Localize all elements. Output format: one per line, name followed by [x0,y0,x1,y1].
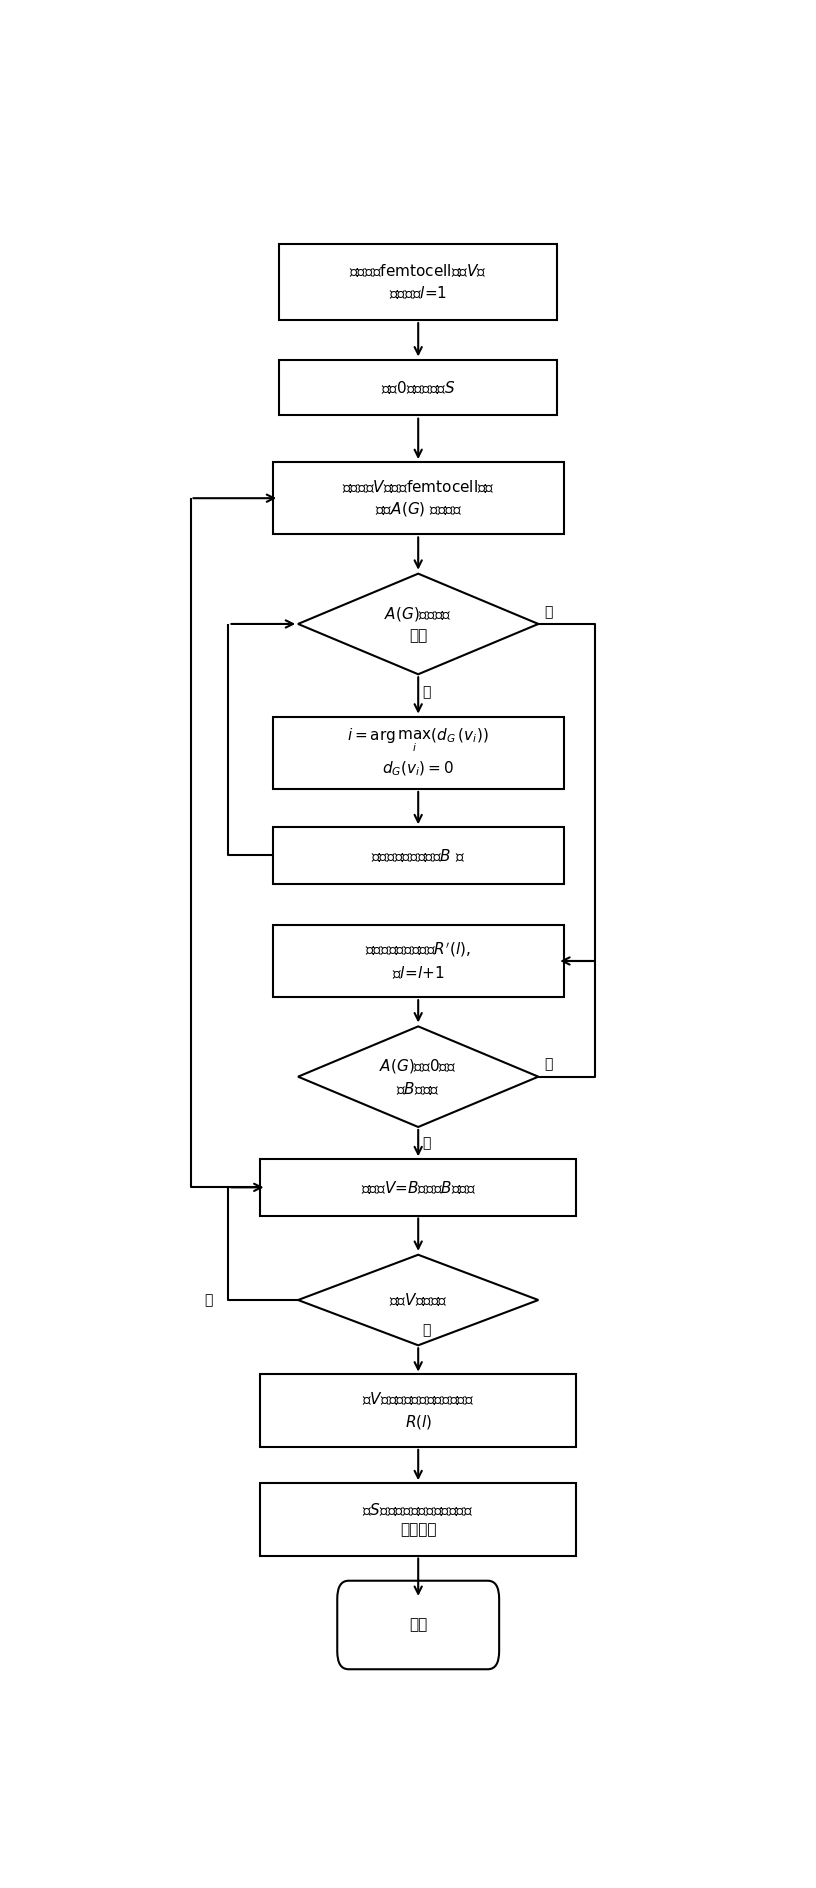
Text: $A(G)$为全0矩阵
且$B$为空集: $A(G)$为全0矩阵 且$B$为空集 [379,1057,457,1097]
Text: 挑出0度节点集合$S$: 挑出0度节点集合$S$ [381,379,455,396]
Text: 否: 否 [422,1323,430,1337]
Text: 是: 是 [422,685,430,699]
FancyBboxPatch shape [273,717,564,789]
FancyBboxPatch shape [279,244,557,319]
Text: 初始化，femtocell集合$V$，
分簇数目$l$=1: 初始化，femtocell集合$V$， 分簇数目$l$=1 [349,262,487,302]
Text: 根据集合$V$，构建femtocell干扰
矩阵$A(G)$ 和干扰度: 根据集合$V$，构建femtocell干扰 矩阵$A(G)$ 和干扰度 [342,478,494,519]
FancyBboxPatch shape [260,1374,576,1446]
Text: 是: 是 [545,1057,553,1072]
Polygon shape [298,1256,539,1346]
Text: 得到节点的分簇结果$R'(l)$,
令$l$=$l$+1: 得到节点的分簇结果$R'(l)$, 令$l$=$l$+1 [366,940,471,982]
Text: 否: 否 [545,604,553,619]
Text: $i = \arg\max_i(d_G(v_i))$
$d_G(v_i) = 0$: $i = \arg\max_i(d_G(v_i))$ $d_G(v_i) = 0… [348,727,489,778]
FancyBboxPatch shape [279,361,557,415]
Text: 否: 否 [422,1137,430,1150]
FancyBboxPatch shape [273,925,564,997]
FancyBboxPatch shape [273,827,564,884]
Text: 将$S$分到拥有分簇结果数目最少
的那组中: 将$S$分到拥有分簇结果数目最少 的那组中 [362,1501,474,1537]
Text: 令集合$V$=$B$，并令$B$为空集: 令集合$V$=$B$，并令$B$为空集 [361,1178,476,1195]
FancyBboxPatch shape [337,1580,499,1669]
Text: 是: 是 [204,1293,213,1306]
Polygon shape [298,1027,539,1127]
Text: 将该节点记录到空集$B$ 中: 将该节点记录到空集$B$ 中 [371,848,465,863]
FancyBboxPatch shape [273,463,564,534]
Text: 将$V$中分为一簇，得到分簇结果
$R(l)$: 将$V$中分为一簇，得到分簇结果 $R(l)$ [362,1391,474,1431]
Text: 如果$V$等于空集: 如果$V$等于空集 [388,1291,448,1308]
FancyBboxPatch shape [260,1484,576,1556]
Text: $A(G)$中有干扰
元素: $A(G)$中有干扰 元素 [384,604,452,642]
Polygon shape [298,574,539,674]
FancyBboxPatch shape [260,1159,576,1216]
Text: 结束: 结束 [409,1618,428,1633]
